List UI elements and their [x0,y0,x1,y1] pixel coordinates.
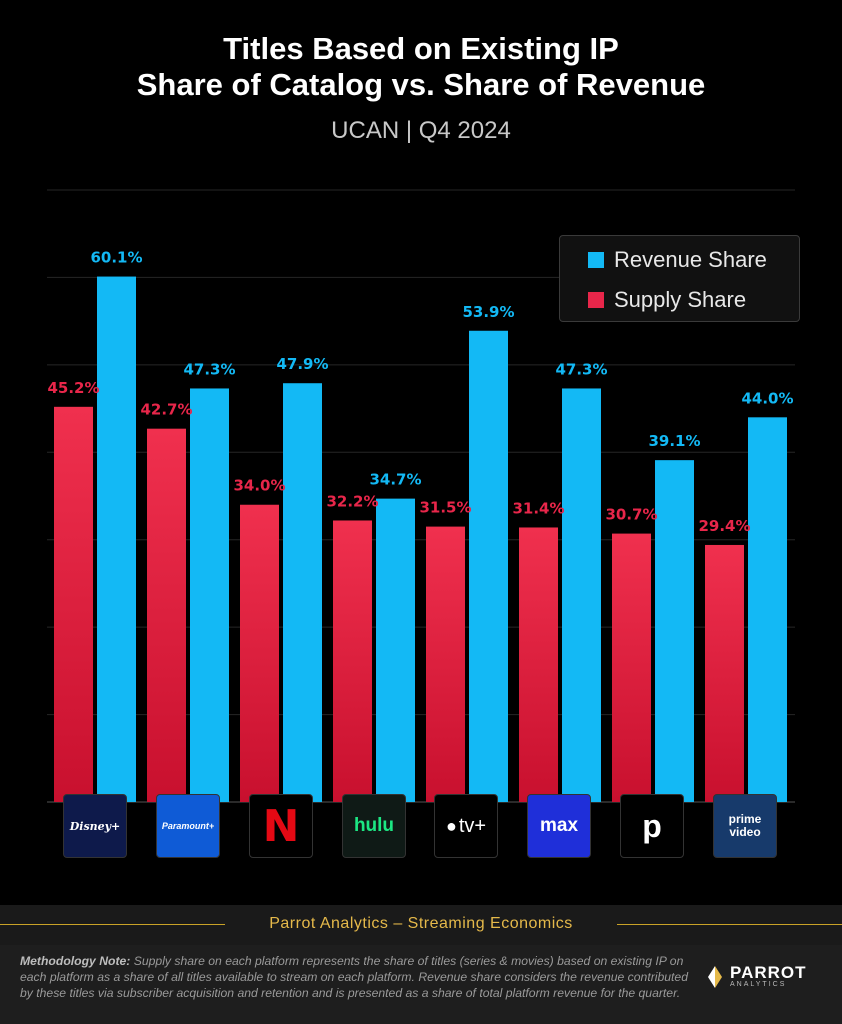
bar-supply-hulu [333,520,372,802]
legend: Revenue Share Supply Share [559,235,800,322]
bar-revenue-netflix [283,383,322,802]
bar-supply-netflix [240,504,279,802]
hulu-logo: hulu [342,794,406,858]
label-supply-disney-: 45.2% [47,379,99,397]
bar-revenue-paramount- [190,388,229,802]
methodology-note: Methodology Note: Supply share on each p… [0,945,842,1024]
label-supply-apple-tv-: 31.5% [419,499,471,517]
disney-plus-logo: Disney+ [63,794,127,858]
data-labels-group: 45.2% 60.1% 42.7% 47.3% 34.0% 47.9% 32.2% 34.7%… [47,249,793,535]
brand-sub: ANALYTICS [730,981,787,988]
prime-video-logo: prime video [713,794,777,858]
label-supply-netflix: 34.0% [233,477,285,495]
apple-tv-logo: ● tv+ [434,794,498,858]
legend-item-supply: Supply Share [588,287,746,313]
bar-revenue-apple-tv- [469,330,508,802]
apple-icon: ● [445,815,457,836]
footer-rule-left [0,924,225,925]
label-revenue-apple-tv-: 53.9% [462,303,514,321]
legend-label-supply: Supply Share [614,287,747,312]
bar-supply-prime-video [705,544,744,802]
legend-swatch-supply [588,292,604,308]
label-revenue-peacock: 39.1% [648,432,700,450]
bars-group [54,276,787,802]
label-supply-prime-video: 29.4% [698,517,750,535]
label-supply-paramount-: 42.7% [140,401,192,419]
bar-supply-apple-tv- [426,526,465,802]
brand-name: PARROT [730,963,807,982]
bar-revenue-peacock [655,460,694,802]
footer-rule-right [617,924,842,925]
label-revenue-prime-video: 44.0% [741,389,793,407]
bar-supply-disney- [54,406,93,802]
label-revenue-hulu: 34.7% [369,471,421,489]
bar-revenue-max [562,388,601,802]
footer-banner: Parrot Analytics – Streaming Economics [0,905,842,945]
bar-revenue-hulu [376,498,415,802]
chart-title-line2: Share of Catalog vs. Share of Revenue [136,67,706,102]
methodology-title: Methodology Note: [20,954,131,968]
parrot-icon [708,965,722,988]
peacock-logo: p [620,794,684,858]
parrot-analytics-logo: PARROT ANALYTICS [708,963,807,988]
label-supply-peacock: 30.7% [605,506,657,524]
label-revenue-disney-: 60.1% [90,249,142,267]
bar-supply-paramount- [147,428,186,802]
methodology-body: Supply share on each platform represents… [20,954,688,1000]
footer-banner-text: Parrot Analytics – Streaming Economics [269,915,573,932]
apple-tv-text: tv+ [458,814,487,837]
chart-subtitle: UCAN | Q4 2024 [331,117,511,144]
bar-revenue-prime-video [748,417,787,802]
legend-item-revenue: Revenue Share [588,247,767,273]
bar-chart: 45.2% 60.1% 42.7% 47.3% 34.0% 47.9% 32.2% 34.7%… [47,189,795,803]
methodology-text: Methodology Note: Supply share on each p… [20,953,700,1001]
chart-title-line1: Titles Based on Existing IP [223,31,619,66]
paramount-plus-logo: Paramount+ [156,794,220,858]
max-logo: max [527,794,591,858]
label-revenue-max: 47.3% [555,360,607,378]
label-revenue-paramount-: 47.3% [183,360,235,378]
platform-logos: Disney+ Paramount+ N hulu ● tv+ max p pri… [0,794,842,858]
label-supply-max: 31.4% [512,499,564,517]
bar-supply-peacock [612,533,651,802]
bar-revenue-disney- [97,276,136,802]
netflix-logo: N [249,794,313,858]
label-revenue-netflix: 47.9% [276,355,328,373]
label-supply-hulu: 32.2% [326,492,378,510]
legend-swatch-revenue [588,252,604,268]
legend-label-revenue: Revenue Share [614,247,767,272]
bar-supply-max [519,527,558,802]
